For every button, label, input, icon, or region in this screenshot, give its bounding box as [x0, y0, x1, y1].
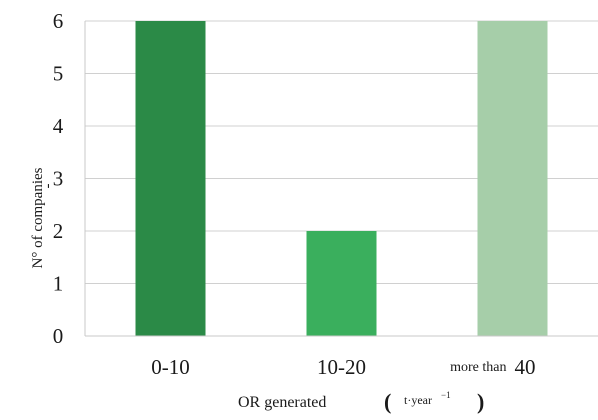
y-tick-labels: 0 1 2 3 4 5 6 [53, 9, 64, 348]
x-axis-label: OR generated [238, 394, 326, 411]
x-tick-label: 10-20 [317, 355, 366, 379]
x-axis-unit-exponent: −1 [441, 390, 451, 400]
y-tick-label: 6 [53, 9, 64, 33]
y-tick-label: 1 [53, 272, 64, 296]
y-tick-label: 4 [53, 114, 64, 138]
y-tick-label: 2 [53, 219, 64, 243]
y-tick-label: 5 [53, 62, 64, 86]
x-tick-label: 0-10 [151, 355, 190, 379]
bar-1 [135, 21, 206, 336]
x-tick-labels: 0-10 10-20 more than 40 [151, 355, 535, 379]
y-tick-label: 3 [53, 167, 64, 191]
x-tick-label-prefix: more than [450, 360, 506, 375]
bar-2 [306, 231, 377, 336]
x-axis-unit-open-paren: ( [384, 389, 391, 414]
axes [84, 21, 598, 337]
x-axis-unit-close-paren: ) [477, 389, 484, 414]
x-axis-unit: t·year [404, 393, 432, 407]
bars [135, 21, 548, 336]
y-axis-label-mark: - [40, 184, 56, 189]
y-axis-label: N° of companies [30, 167, 46, 268]
bar-3 [477, 21, 548, 336]
y-tick-label: 0 [53, 324, 64, 348]
x-tick-label: 40 [515, 355, 536, 379]
